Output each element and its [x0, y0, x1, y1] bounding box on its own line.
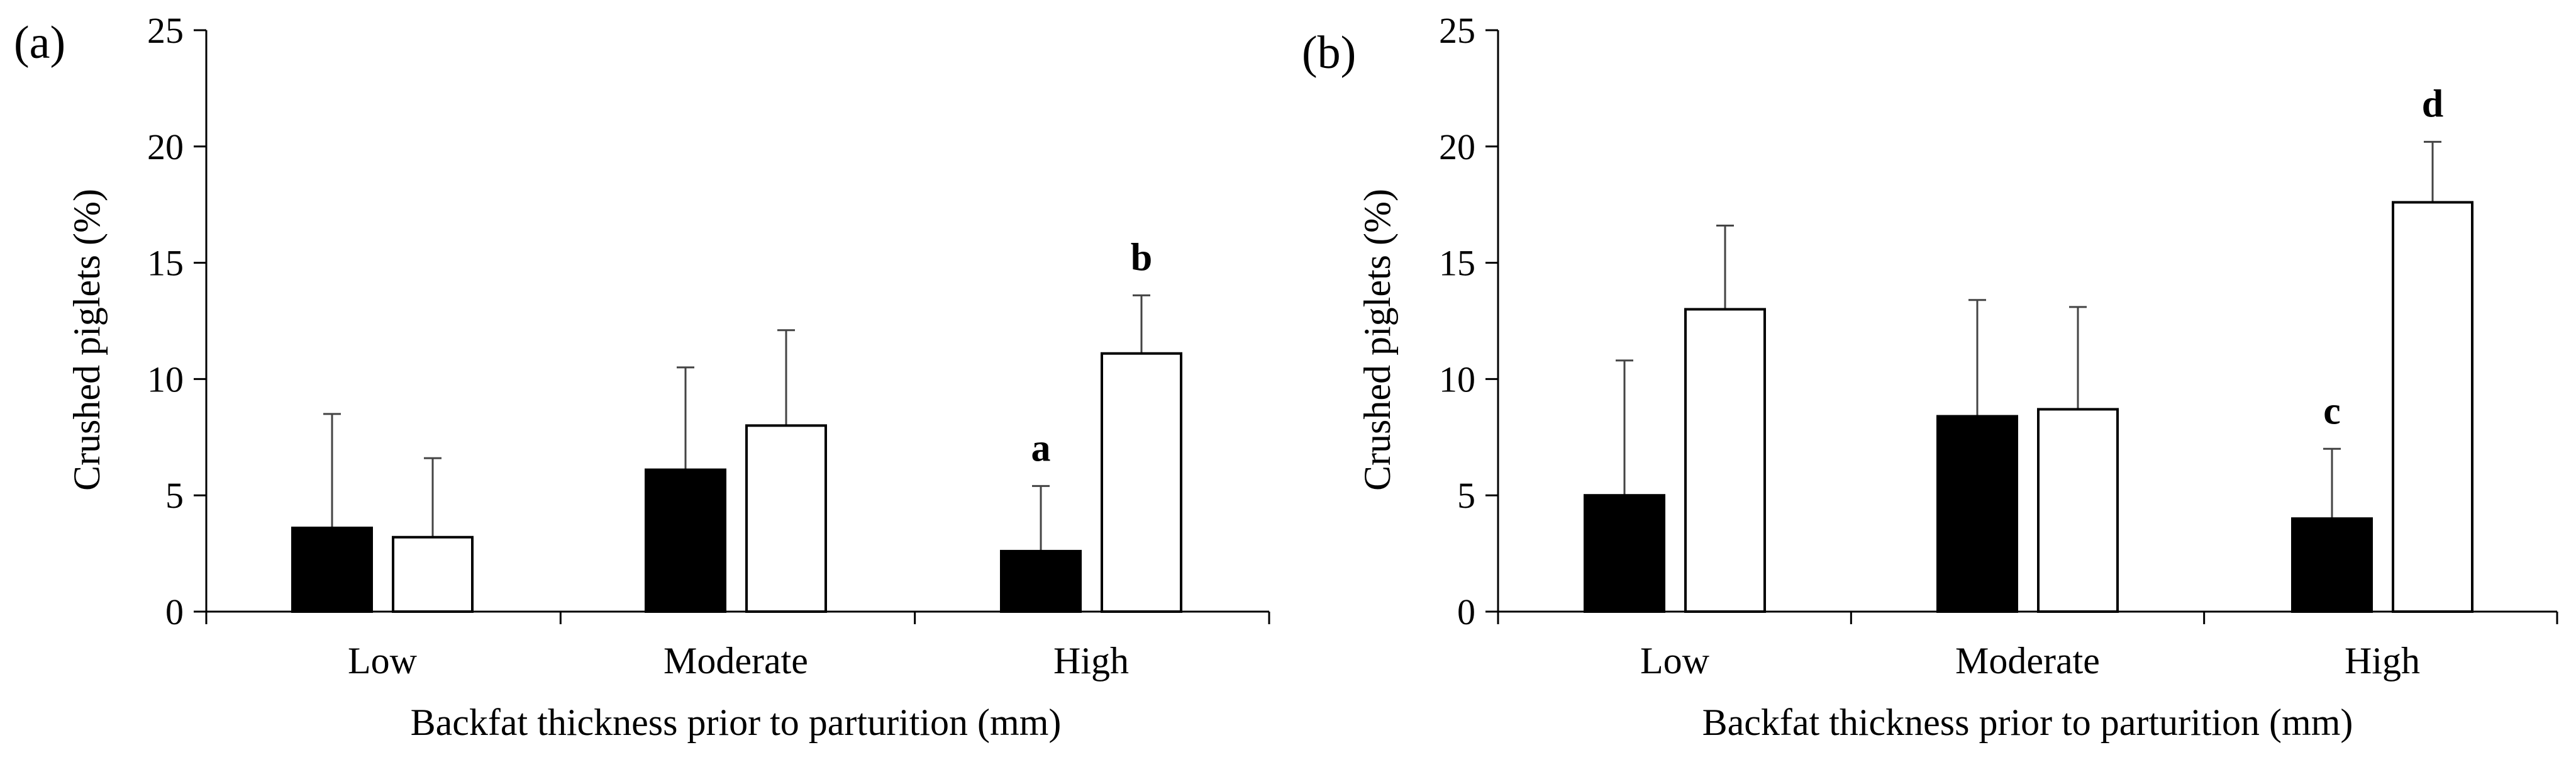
y-tick-label: 10 — [1439, 359, 1475, 400]
bar-low-series-1 — [1584, 494, 1665, 614]
panel-a: (a) 0 5 10 15 20 25 Low Moderate High a b Backfat th… — [14, 10, 1270, 743]
x-tick-label: Low — [1640, 640, 1710, 681]
y-tick-label: 25 — [1439, 10, 1475, 51]
panel-label: (b) — [1302, 27, 1356, 79]
x-tick-label: High — [1053, 640, 1129, 681]
y-tick-label: 5 — [1457, 475, 1475, 516]
x-tick-label: Low — [348, 640, 418, 681]
bar-low-series-2 — [392, 535, 474, 614]
y-tick-label: 10 — [147, 359, 184, 400]
y-axis-title: Crushed piglets (%) — [66, 189, 108, 491]
significance-label: c — [2323, 389, 2341, 432]
bar-low-series-1 — [291, 526, 373, 613]
x-tick-label: Moderate — [663, 640, 808, 681]
x-tick-label: High — [2345, 640, 2420, 681]
bar-high-series-1 — [2291, 517, 2373, 613]
significance-label: b — [1131, 236, 1152, 279]
bar-high-series-2 — [2392, 201, 2473, 613]
y-tick-label: 20 — [1439, 126, 1475, 167]
bar-low-series-2 — [1684, 308, 1766, 613]
y-tick-label: 5 — [165, 475, 184, 516]
bar-moderate-series-2 — [745, 424, 827, 613]
y-tick-label: 0 — [165, 591, 184, 632]
bar-moderate-series-1 — [1936, 415, 2018, 613]
significance-label: d — [2422, 82, 2443, 125]
y-tick-label: 15 — [1439, 243, 1475, 284]
y-axis-title: Crushed piglets (%) — [1357, 189, 1398, 491]
y-tick-label: 0 — [1457, 591, 1475, 632]
bar-high-series-1 — [1000, 549, 1082, 613]
bar-high-series-2 — [1101, 352, 1182, 614]
x-axis-title: Backfat thickness prior to parturition (… — [1702, 702, 2353, 743]
x-axis-title: Backfat thickness prior to parturition (… — [411, 702, 1062, 743]
y-tick-label: 25 — [147, 10, 184, 51]
x-tick-label: Moderate — [1955, 640, 2100, 681]
significance-label: a — [1031, 427, 1051, 469]
bar-moderate-series-1 — [645, 468, 726, 613]
y-tick-label: 15 — [147, 243, 184, 284]
panel-b: (b) 0 5 10 15 20 25 Low Moderate High c d Backfat th… — [1302, 10, 2558, 743]
bar-moderate-series-2 — [2037, 408, 2119, 613]
y-tick-label: 20 — [147, 126, 184, 167]
panel-label: (a) — [14, 17, 65, 69]
